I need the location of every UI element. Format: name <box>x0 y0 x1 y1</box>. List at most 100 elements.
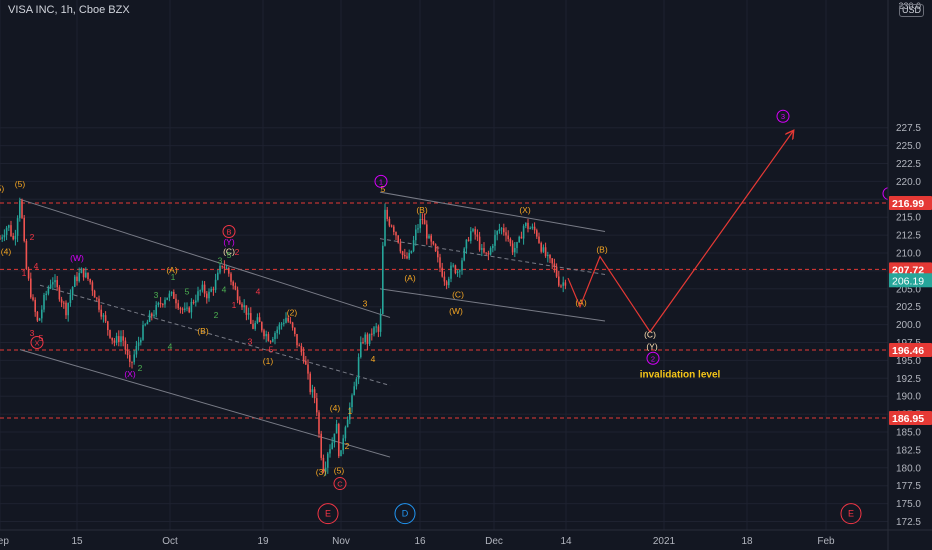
time-axis[interactable]: Sep 15 Oct 19 Nov 16 Dec 14 2021 18 Feb <box>0 529 932 547</box>
candle-body <box>135 345 138 355</box>
candle-body <box>142 325 144 340</box>
candle-body <box>221 265 223 267</box>
candle-body <box>327 453 329 468</box>
circled-wave-label: X <box>34 339 39 348</box>
candle-body <box>555 266 558 277</box>
current-price-tag <box>889 273 932 288</box>
candle-body <box>558 276 560 286</box>
candle-body <box>344 427 347 439</box>
candle-body <box>437 251 439 258</box>
wave-label: (A) <box>166 265 178 275</box>
wave-label: (B) <box>416 205 428 215</box>
candle-body <box>421 218 424 220</box>
wave-label: 2 <box>138 363 143 373</box>
currency-button[interactable]: USD <box>899 4 925 17</box>
candle-body <box>16 218 19 236</box>
candle-body <box>390 225 393 227</box>
channel-line[interactable] <box>39 284 391 386</box>
candle-body <box>434 244 437 252</box>
candle-body <box>113 340 116 343</box>
candle-body <box>516 242 518 249</box>
candle-body <box>230 273 232 282</box>
channel-line[interactable] <box>379 288 606 322</box>
candle-body <box>542 247 545 252</box>
candle-body <box>54 280 56 283</box>
x-tick-label: 2021 <box>653 536 676 547</box>
candle-body <box>245 305 248 315</box>
candle-body <box>120 336 122 343</box>
wave-label: (1) <box>263 356 274 366</box>
channel-line[interactable] <box>379 238 606 275</box>
wave-label: 5 <box>227 250 232 260</box>
candle-body <box>342 438 344 451</box>
price-axis[interactable]: 172.5175.0177.5180.0182.5185.0187.5190.0… <box>887 0 932 550</box>
candle-body <box>362 342 364 344</box>
candle-body <box>333 433 336 443</box>
candle-body <box>538 236 540 243</box>
y-tick-label: 192.5 <box>896 374 921 385</box>
wave-labels: (5)(5)(4)214(W)35(A)1354(B)243(Y)(C)5241… <box>0 109 896 525</box>
y-tick-label: 195.0 <box>896 356 921 367</box>
candle-body <box>67 302 69 316</box>
candle-body <box>375 326 377 328</box>
candle-body <box>3 235 6 238</box>
candle-body <box>324 467 327 472</box>
wave-label: (C) <box>223 246 235 256</box>
candle-body <box>311 389 314 393</box>
wave-label: (B) <box>197 326 209 336</box>
candle-body <box>27 268 30 279</box>
candle-body <box>454 265 457 274</box>
candle-body <box>533 226 536 231</box>
annotation-text: invalidation level <box>640 370 721 381</box>
candle-body <box>80 268 83 274</box>
candle-body <box>63 302 65 304</box>
candle-body <box>399 242 402 252</box>
candle-body <box>494 234 496 246</box>
candle-body <box>181 308 184 310</box>
candle-body <box>74 276 76 287</box>
candle-body <box>151 313 153 317</box>
price-level-tag <box>889 342 932 357</box>
y-tick-label: 230.0 <box>898 1 921 11</box>
wave-label: 2 <box>30 232 35 242</box>
price-level-tag <box>889 411 932 426</box>
circled-wave-label: 2 <box>651 354 655 363</box>
candle-body <box>247 313 250 315</box>
candle-body <box>496 231 498 235</box>
y-tick-label: 222.5 <box>896 159 921 170</box>
candle-body <box>322 457 325 472</box>
channel-line[interactable] <box>19 349 391 458</box>
circled-wave-label: 3 <box>781 112 785 121</box>
candle-body <box>463 248 465 261</box>
candle-body <box>157 302 160 306</box>
y-tick-label: 175.0 <box>896 499 921 510</box>
channel-line[interactable] <box>379 191 606 233</box>
wave-label: (3) <box>316 467 327 477</box>
x-tick-label: 15 <box>71 536 83 547</box>
candle-body <box>177 303 179 309</box>
price-level-tag <box>889 262 932 277</box>
wave-label: (2) <box>287 307 298 317</box>
current-price-value: 206.19 <box>892 275 924 287</box>
candle-body <box>241 304 243 308</box>
candle-body <box>525 222 527 227</box>
candle-body <box>82 268 85 278</box>
circled-wave-marker <box>317 503 339 525</box>
y-tick-label: 202.5 <box>896 302 921 313</box>
candlestick-series <box>0 197 567 476</box>
candle-body <box>379 314 382 332</box>
projection-line[interactable] <box>567 131 793 333</box>
candle-body <box>159 302 162 305</box>
candle-body <box>346 419 349 428</box>
channel-line[interactable] <box>19 198 391 318</box>
candle-body <box>265 334 267 337</box>
candle-body <box>98 298 100 310</box>
candle-body <box>23 217 25 241</box>
candle-body <box>223 266 226 269</box>
candle-body <box>212 289 215 291</box>
candle-body <box>256 317 259 324</box>
wave-label: 2 <box>214 310 219 320</box>
candle-body <box>511 243 514 253</box>
